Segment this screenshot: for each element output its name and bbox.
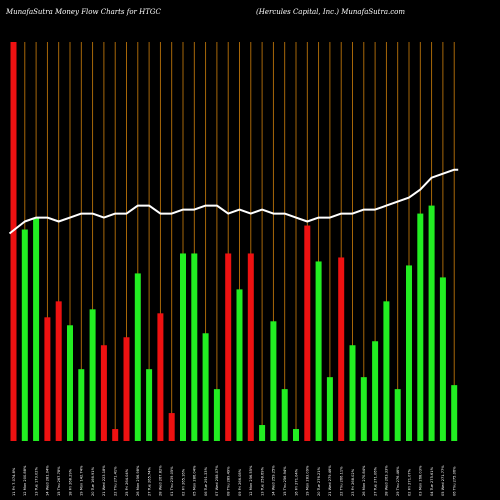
- x-tick-label: 18 Fri 268.29%: [68, 468, 72, 496]
- bar: [202, 333, 209, 441]
- x-tick-label: 13 Tue 258.69%: [260, 466, 264, 496]
- bar: [281, 389, 288, 441]
- chart-title-right: (Hercules Capital, Inc.) MunafaSutra.com: [256, 8, 405, 16]
- x-tick-label: 14 Wed 281.04%: [46, 465, 50, 496]
- bar: [33, 217, 40, 441]
- x-tick-label: 26 Mon 256.98%: [136, 465, 140, 496]
- bar: [180, 253, 186, 441]
- x-tick-label: 16 Fri 271.04%: [294, 468, 298, 496]
- x-tick-label: 20 Tue 276.21%: [317, 466, 321, 496]
- bar: [123, 337, 130, 441]
- bar: [439, 277, 446, 441]
- x-tick-label: 05 Mon 286.04%: [193, 465, 197, 496]
- x-tick-label: 14 Wed 259.25%: [272, 465, 276, 496]
- chart-title-left: MunafaSutra Money Flow Charts for HTGC: [5, 8, 161, 16]
- bar: [10, 42, 17, 441]
- x-tick-label: 20 Tue 166.91%: [91, 466, 95, 496]
- x-tick-label: 05 Wed 271.77%: [441, 465, 445, 496]
- x-tick-label: 02 Fri 271.07%: [407, 468, 411, 496]
- bar: [338, 257, 345, 441]
- x-tick-label: 22 Thu 266.11%: [340, 466, 344, 496]
- bar: [44, 317, 51, 441]
- bar: [213, 389, 220, 441]
- bar: [112, 429, 119, 441]
- x-tick-label: 07 Wed 258.07%: [215, 465, 219, 496]
- money-flow-bars: [10, 42, 458, 441]
- x-tick-label: 11 Fri 7.074.8%: [12, 467, 16, 496]
- bar: [315, 261, 322, 441]
- bar: [383, 301, 390, 441]
- x-tick-label: 15 Thu 267.78%: [57, 466, 61, 496]
- x-tick-label: 06 Tue 291.33%: [204, 466, 208, 496]
- bar: [134, 273, 141, 441]
- bar: [168, 413, 175, 441]
- x-tick-label: 27 Tue 271.06%: [373, 466, 377, 496]
- bar: [100, 345, 107, 441]
- bar: [406, 265, 412, 441]
- x-tick-label: 06 Thu 275.06%: [453, 466, 457, 496]
- bar: [236, 289, 243, 441]
- bar: [349, 345, 356, 441]
- bar: [394, 389, 401, 441]
- x-tick-label: 21 Wed 223.18%: [102, 465, 106, 496]
- x-tick-label: 21 Wed 279.46%: [328, 465, 332, 496]
- bar: [146, 369, 153, 441]
- bar: [304, 225, 311, 441]
- bar: [21, 229, 28, 441]
- bar: [247, 253, 254, 441]
- x-tick-label: 02 Fri 265.16%: [181, 468, 185, 496]
- x-axis-tick-labels: 11 Fri 7.074.8% 12 Mon 200.88% 13 Tue 173.…: [12, 465, 457, 496]
- bar: [225, 253, 232, 441]
- bar: [259, 425, 266, 441]
- bar: [55, 301, 62, 441]
- bar: [293, 429, 299, 441]
- x-tick-label: 25 Fri 264.04%: [125, 468, 129, 496]
- bar: [360, 377, 367, 441]
- bar: [89, 309, 96, 441]
- bar: [326, 377, 333, 441]
- x-tick-label: 09 Fri 266.08%: [238, 468, 242, 496]
- x-tick-label: 22 Thu 271.41%: [114, 466, 118, 496]
- x-tick-label: 13 Tue 173.02%: [34, 466, 38, 496]
- x-tick-label: 28 Wed 267.82%: [159, 465, 163, 496]
- x-tick-label: 08 Thu 289.49%: [227, 466, 231, 496]
- bar: [157, 313, 164, 441]
- x-tick-label: 12 Mon 256.55%: [249, 465, 253, 496]
- price-line: [8, 168, 459, 235]
- bar: [191, 253, 198, 441]
- x-tick-label: 27 Tue 265.74%: [147, 466, 151, 496]
- x-tick-label: 19 Mon 283.09%: [306, 465, 310, 496]
- bar: [428, 205, 435, 441]
- bar: [417, 213, 424, 441]
- x-tick-label: 03 Mon 268.03%: [419, 465, 423, 496]
- bar: [67, 325, 73, 441]
- x-tick-label: 04 Tue 275.61%: [430, 466, 434, 496]
- x-tick-label: 28 Wed 263.33%: [385, 465, 389, 496]
- x-tick-label: 23 Fri 268.02%: [351, 468, 355, 496]
- bar: [78, 369, 85, 441]
- x-tick-label: 29 Thu 276.46%: [396, 466, 400, 496]
- x-tick-label: 12 Mon 200.88%: [23, 465, 27, 496]
- bar: [270, 321, 277, 441]
- bar: [372, 341, 379, 441]
- bar: [451, 385, 458, 441]
- x-tick-label: 15 Thu 256.94%: [283, 466, 287, 496]
- x-tick-label: 19 Mon 142.74%: [80, 465, 84, 496]
- x-tick-label: 26 Mon 270.84%: [362, 465, 366, 496]
- x-tick-label: 01 Thu 239.05%: [170, 466, 174, 496]
